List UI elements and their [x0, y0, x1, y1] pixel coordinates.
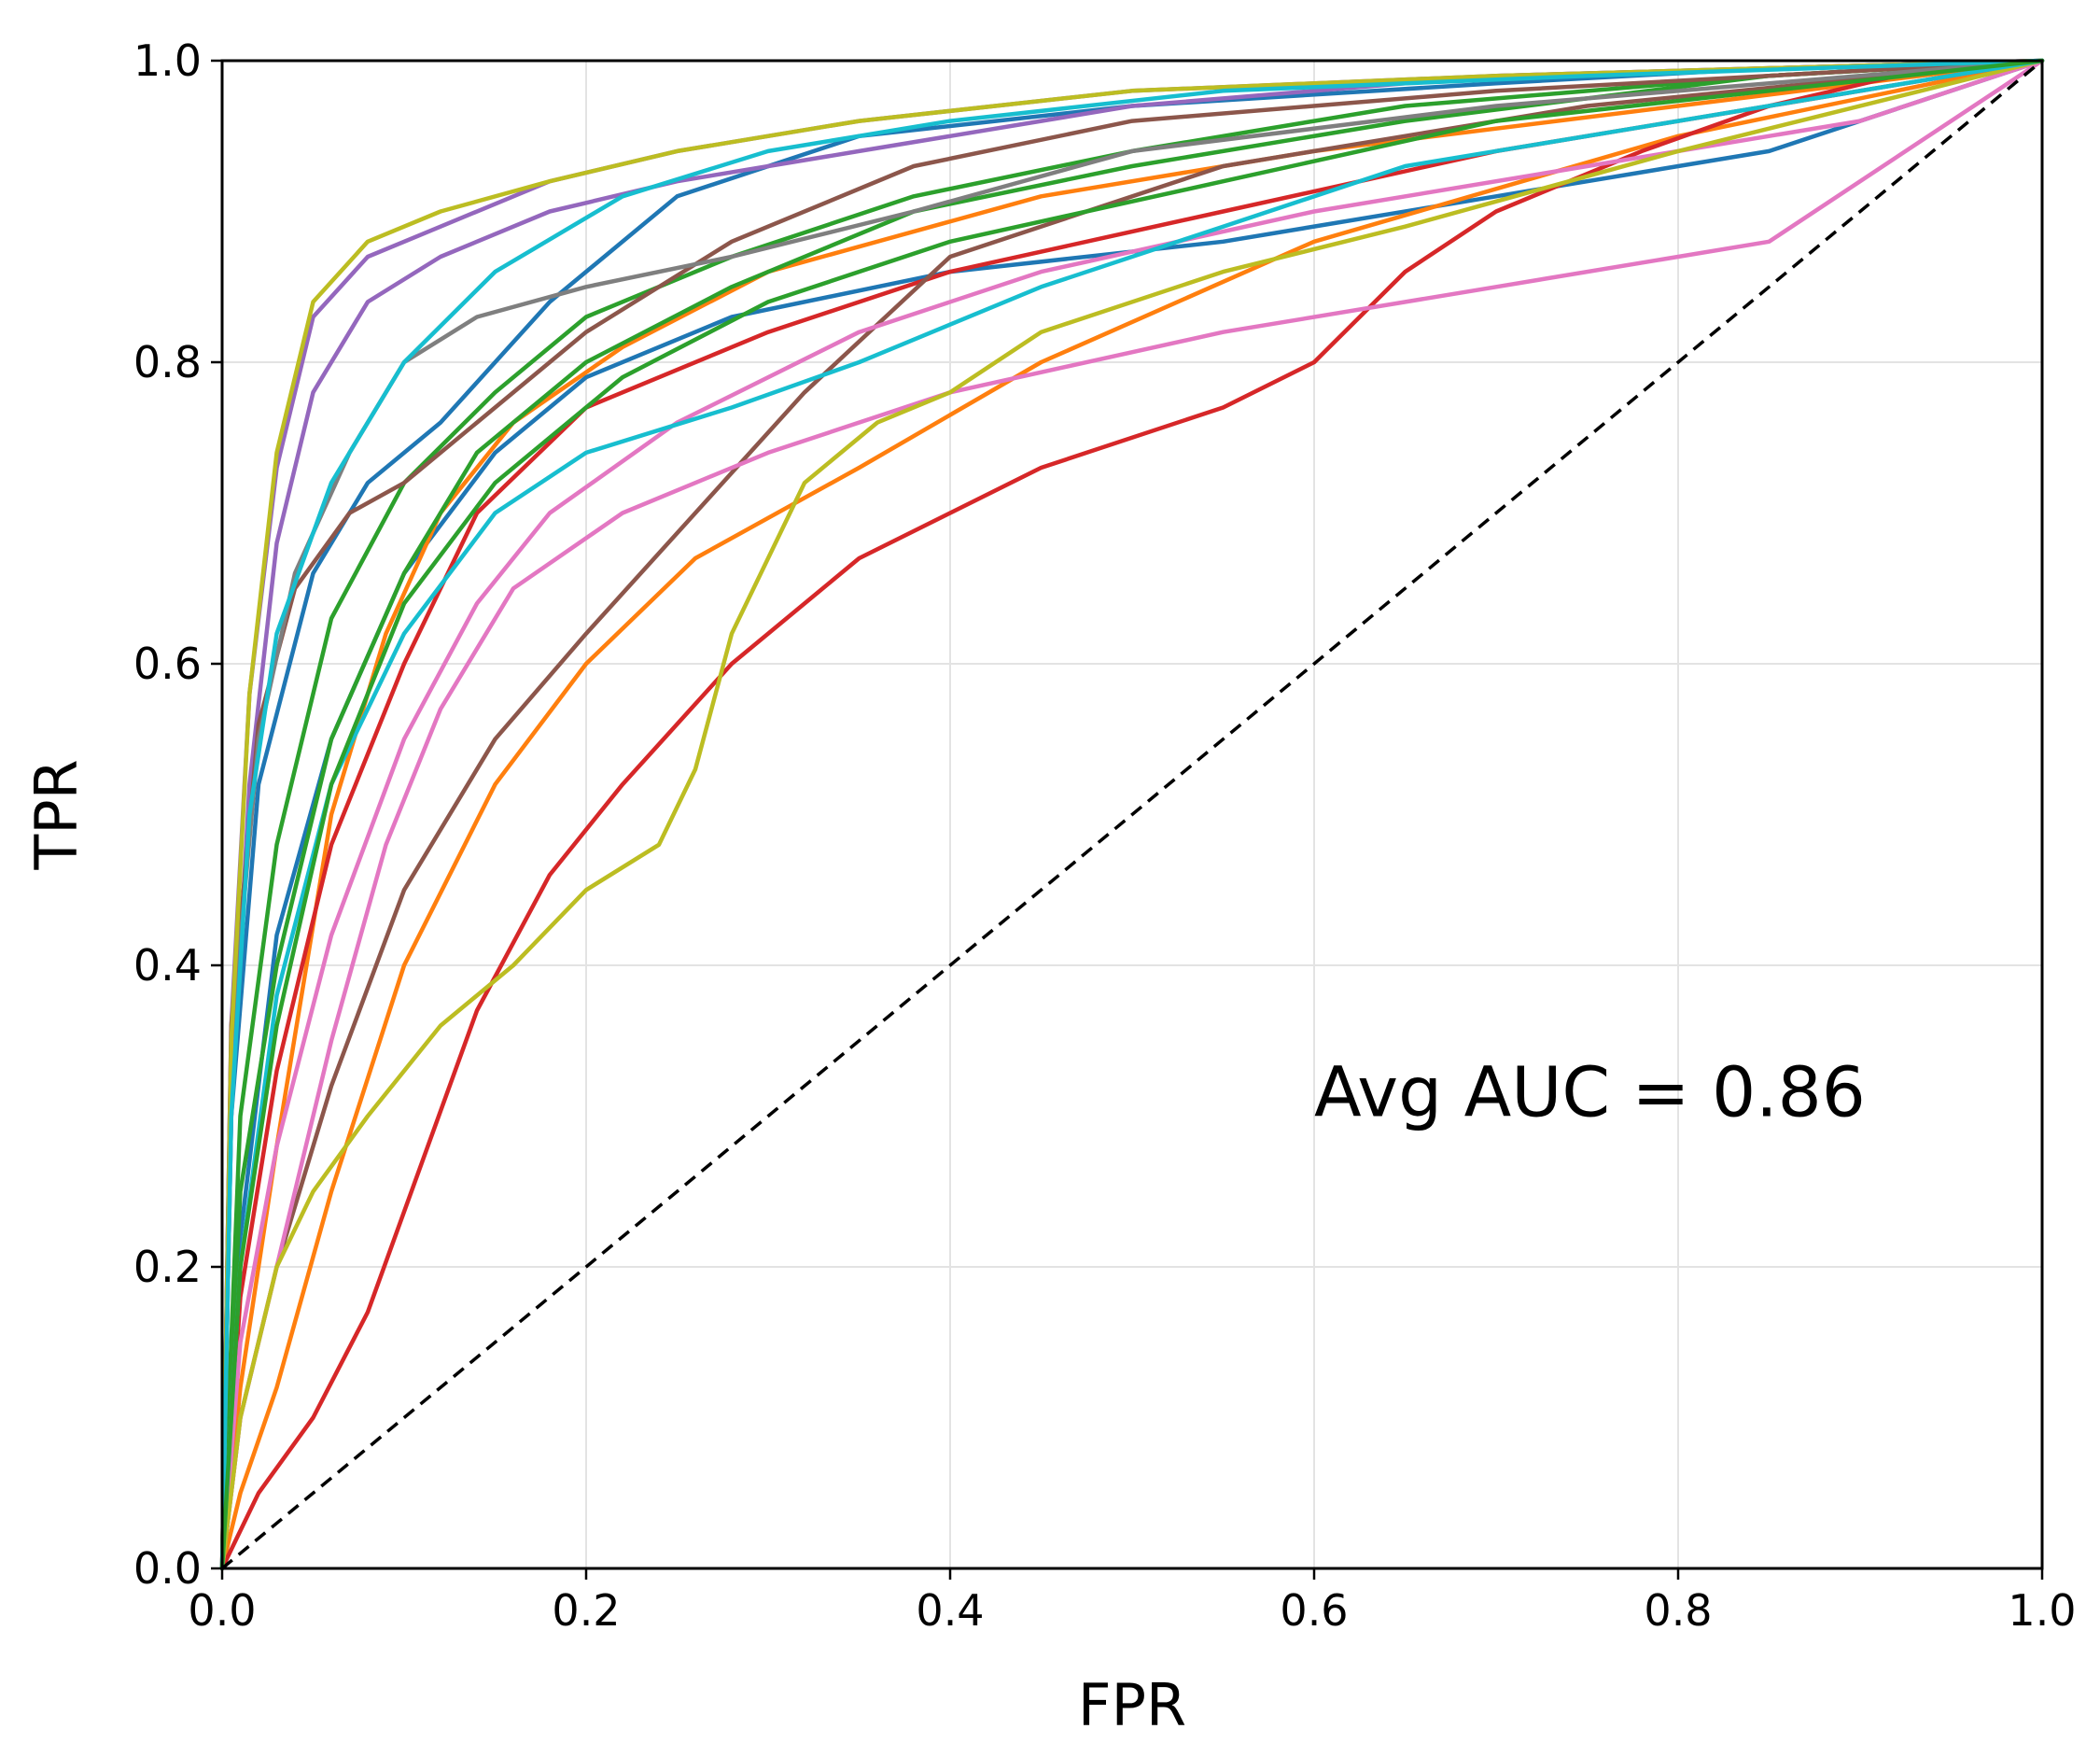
roc-curve-14 [219, 58, 2045, 1571]
x-tick-label: 0.6 [1280, 1585, 1348, 1636]
x-tick-label: 0.4 [916, 1585, 984, 1636]
roc-curve-1 [219, 58, 2045, 1571]
roc-curve-16 [219, 58, 2045, 1571]
plot-frame [220, 59, 2044, 1570]
x-tick-label: 0.0 [188, 1585, 256, 1636]
roc-curve-13 [219, 58, 2045, 1571]
y-tick-label: 0.4 [133, 940, 202, 991]
roc-curve-10 [219, 58, 2045, 1571]
roc-curve-19 [219, 58, 2045, 1571]
x-tick-label: 0.2 [552, 1585, 620, 1636]
roc-curve-17 [219, 58, 2045, 1571]
y-tick-label: 0.8 [133, 337, 202, 387]
y-tick-label: 0.0 [133, 1543, 202, 1594]
roc-curve-6 [219, 58, 2045, 1571]
x-tick-label: 1.0 [2008, 1585, 2076, 1636]
y-tick-label: 0.2 [133, 1242, 202, 1292]
roc-curve-5 [219, 58, 2045, 1571]
roc-curve-20 [219, 58, 2045, 1571]
chance-diagonal-line [220, 59, 2044, 1570]
roc-curve-2 [219, 58, 2045, 1571]
avg-auc-annotation: Avg AUC = 0.86 [1314, 1053, 1866, 1133]
y-tick-label: 1.0 [133, 35, 202, 86]
x-tick-label: 0.8 [1644, 1585, 1712, 1636]
roc-curve-11 [219, 58, 2045, 1571]
roc-curve-15 [219, 58, 2045, 1571]
axis-ticks: 0.0 0.2 0.4 0.6 0.8 1.0 0.0 0.2 0.4 0.6 0.8 1.0 [133, 35, 2077, 1636]
x-axis-label: FPR [1078, 1671, 1186, 1739]
roc-curve-18 [219, 58, 2045, 1571]
y-axis-label: TPR [22, 759, 91, 870]
roc-curves [219, 58, 2045, 1571]
y-tick-label: 0.6 [133, 639, 202, 689]
roc-curve-4 [219, 58, 2045, 1571]
roc-curve-7 [219, 58, 2045, 1571]
